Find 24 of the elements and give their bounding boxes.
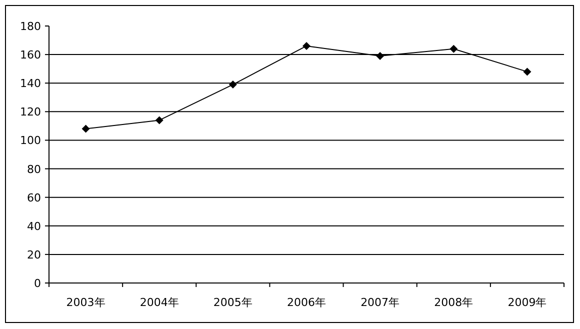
y-tick-label: 140 (20, 77, 41, 90)
point (450, 44, 458, 53)
y-tick-label: 160 (20, 48, 41, 62)
x-tick-label: 2009年 (508, 296, 547, 309)
x-tick-label: 2008年 (434, 296, 474, 309)
y-tick-label: 60 (27, 191, 41, 204)
y-tick-label: 180 (20, 20, 41, 33)
point (523, 68, 532, 76)
x-tick-label: 2004年 (140, 296, 179, 309)
x-tick-label: 2007年 (360, 296, 400, 309)
point (155, 116, 164, 124)
y-tick-label: 80 (27, 162, 41, 176)
y-tick-label: 40 (27, 220, 41, 233)
point (376, 52, 384, 60)
x-tick-label: 2006年 (287, 296, 326, 309)
point (302, 42, 310, 50)
y-tick-label: 100 (20, 134, 41, 148)
y-tick-label: 0 (34, 277, 41, 290)
point (82, 124, 90, 133)
point (228, 80, 237, 89)
x-tick-label: 2003年 (66, 296, 106, 309)
y-tick-label: 120 (20, 106, 41, 119)
x-tick-label: 2005年 (213, 296, 252, 309)
y-tick-label: 20 (27, 248, 41, 262)
